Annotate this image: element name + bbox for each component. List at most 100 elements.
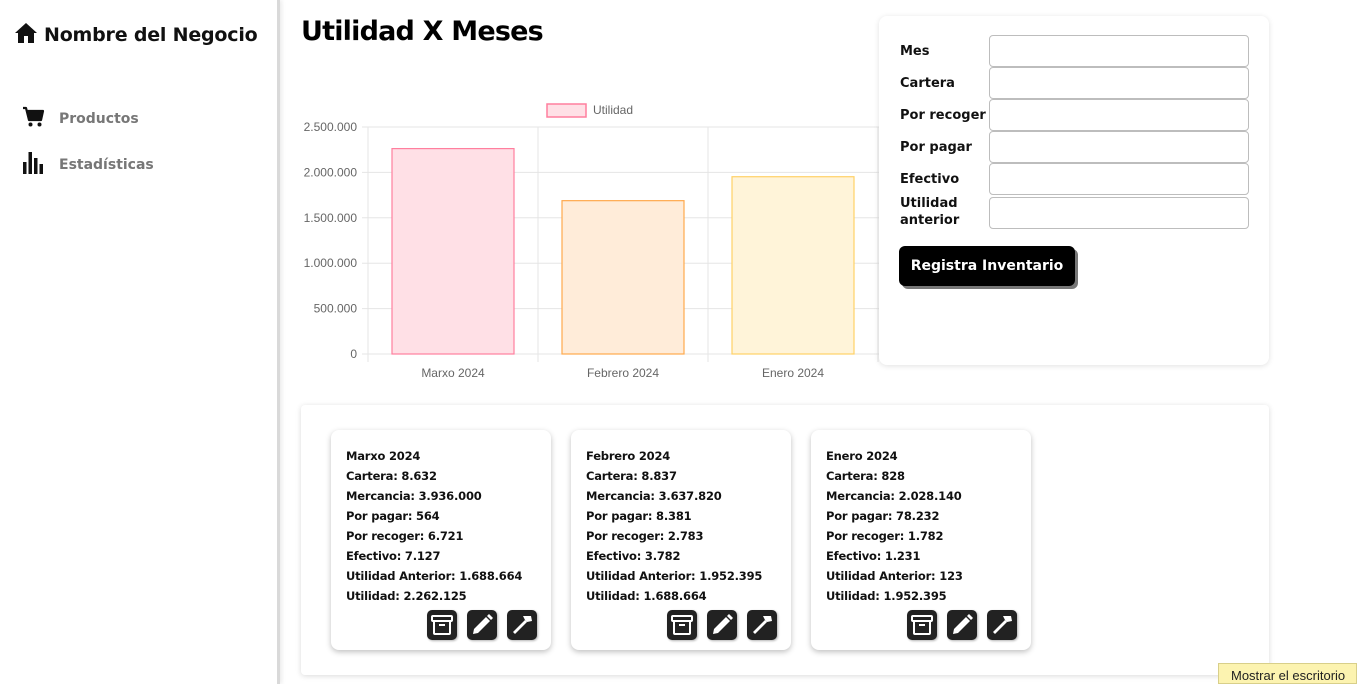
brand[interactable]: Nombre del Negocio <box>14 22 258 48</box>
record-por-recoger: Por recoger: 2.783 <box>586 529 704 543</box>
hammer-button[interactable] <box>747 610 777 640</box>
page-title: Utilidad X Meses <box>301 16 544 47</box>
archive-button[interactable] <box>907 610 937 640</box>
record-lines: Enero 2024 Cartera: 828 Mercancia: 2.028… <box>826 446 963 606</box>
record-card: Enero 2024 Cartera: 828 Mercancia: 2.028… <box>811 430 1031 650</box>
archive-icon <box>911 615 933 635</box>
record-utilidad-anterior: Utilidad Anterior: 1.952.395 <box>586 569 763 583</box>
x-tick-label: Marxo 2024 <box>421 366 485 380</box>
form-row-efectivo: Efectivo <box>900 163 1250 195</box>
form-row-cartera: Cartera <box>900 67 1250 99</box>
y-tick-label: 2.500.000 <box>304 120 358 134</box>
record-month: Marxo 2024 <box>346 449 421 463</box>
hammer-icon <box>753 616 772 634</box>
legend-swatch <box>546 103 587 118</box>
record-utilidad: Utilidad: 2.262.125 <box>346 589 467 603</box>
archive-icon <box>671 615 693 635</box>
record-efectivo: Efectivo: 3.782 <box>586 549 681 563</box>
y-tick-label: 2.000.000 <box>304 165 358 179</box>
mes-input[interactable] <box>989 35 1249 67</box>
por-pagar-label: Por pagar <box>900 140 972 155</box>
efectivo-input[interactable] <box>989 163 1249 195</box>
record-month: Febrero 2024 <box>586 449 671 463</box>
edit-button[interactable] <box>707 610 737 640</box>
pencil-icon <box>953 614 973 634</box>
archive-button[interactable] <box>427 610 457 640</box>
record-mercancia: Mercancia: 2.028.140 <box>826 489 962 503</box>
record-month: Enero 2024 <box>826 449 898 463</box>
record-por-pagar: Por pagar: 78.232 <box>826 509 940 523</box>
pencil-icon <box>473 614 493 634</box>
sidebar-item-label: Productos <box>59 111 139 127</box>
record-por-pagar: Por pagar: 8.381 <box>586 509 692 523</box>
record-utilidad: Utilidad: 1.952.395 <box>826 589 947 603</box>
chart-svg: 0 500.000 1.000.000 1.500.000 2.000.000 2.500… <box>304 103 890 380</box>
utilidad-chart: 0 500.000 1.000.000 1.500.000 2.000.000 2.500… <box>290 95 890 385</box>
y-tick-label: 1.000.000 <box>304 256 358 270</box>
registra-inventario-button[interactable]: Registra Inventario <box>899 246 1075 286</box>
hammer-button[interactable] <box>507 610 537 640</box>
inventory-form: Mes Cartera Por recoger Por pagar Efecti… <box>879 16 1269 365</box>
cartera-label: Cartera <box>900 76 955 91</box>
archive-button[interactable] <box>667 610 697 640</box>
hammer-icon <box>513 616 532 634</box>
record-mercancia: Mercancia: 3.637.820 <box>586 489 722 503</box>
form-row-mes: Mes <box>900 35 1250 67</box>
cartera-input[interactable] <box>989 67 1249 99</box>
form-row-por-pagar: Por pagar <box>900 131 1250 163</box>
utilidad-anterior-label: Utilidad anterior <box>900 196 960 228</box>
mes-label: Mes <box>900 44 930 59</box>
record-lines: Marxo 2024 Cartera: 8.632 Mercancia: 3.9… <box>346 446 522 606</box>
record-cartera: Cartera: 8.837 <box>586 469 677 483</box>
utilidad-anterior-input[interactable] <box>989 197 1249 229</box>
bar <box>561 200 685 355</box>
brand-title: Nombre del Negocio <box>44 24 258 46</box>
x-tick-label: Febrero 2024 <box>587 366 659 380</box>
por-recoger-label: Por recoger <box>900 108 986 123</box>
por-pagar-input[interactable] <box>989 131 1249 163</box>
record-card: Marxo 2024 Cartera: 8.632 Mercancia: 3.9… <box>331 430 551 650</box>
records-panel: Marxo 2024 Cartera: 8.632 Mercancia: 3.9… <box>301 405 1269 675</box>
record-cartera: Cartera: 8.632 <box>346 469 437 483</box>
sidebar-item-productos[interactable]: Productos <box>22 106 139 132</box>
cart-icon <box>22 106 45 132</box>
record-actions <box>427 610 537 640</box>
sidebar-item-estadisticas[interactable]: Estadísticas <box>22 151 154 178</box>
record-por-recoger: Por recoger: 1.782 <box>826 529 944 543</box>
y-tick-label: 500.000 <box>314 302 358 316</box>
record-utilidad-anterior: Utilidad Anterior: 1.688.664 <box>346 569 523 583</box>
efectivo-label: Efectivo <box>900 172 960 187</box>
record-actions <box>667 610 777 640</box>
bar-chart-icon <box>22 151 45 178</box>
pencil-icon <box>713 614 733 634</box>
sidebar-item-label: Estadísticas <box>59 156 154 173</box>
legend-label: Utilidad <box>593 103 633 117</box>
record-utilidad: Utilidad: 1.688.664 <box>586 589 707 603</box>
hammer-button[interactable] <box>987 610 1017 640</box>
record-efectivo: Efectivo: 1.231 <box>826 549 921 563</box>
record-card: Febrero 2024 Cartera: 8.837 Mercancia: 3… <box>571 430 791 650</box>
bar <box>731 176 855 355</box>
record-utilidad-anterior: Utilidad Anterior: 123 <box>826 569 963 583</box>
hammer-icon <box>993 616 1012 634</box>
form-row-por-recoger: Por recoger <box>900 99 1250 131</box>
record-actions <box>907 610 1017 640</box>
y-tick-label: 1.500.000 <box>304 211 358 225</box>
y-tick-label: 0 <box>350 347 357 361</box>
record-cartera: Cartera: 828 <box>826 469 905 483</box>
edit-button[interactable] <box>467 610 497 640</box>
archive-icon <box>431 615 453 635</box>
record-efectivo: Efectivo: 7.127 <box>346 549 441 563</box>
record-por-recoger: Por recoger: 6.721 <box>346 529 464 543</box>
bar <box>391 147 515 355</box>
por-recoger-input[interactable] <box>989 99 1249 131</box>
edit-button[interactable] <box>947 610 977 640</box>
record-lines: Febrero 2024 Cartera: 8.837 Mercancia: 3… <box>586 446 762 606</box>
sidebar: Nombre del Negocio Productos <box>0 0 280 684</box>
x-tick-label: Enero 2024 <box>762 366 824 380</box>
home-icon <box>14 22 38 48</box>
show-desktop-tooltip[interactable]: Mostrar el escritorio <box>1218 663 1357 684</box>
record-mercancia: Mercancia: 3.936.000 <box>346 489 482 503</box>
form-row-utilidad-anterior: Utilidad anterior <box>900 196 1250 229</box>
